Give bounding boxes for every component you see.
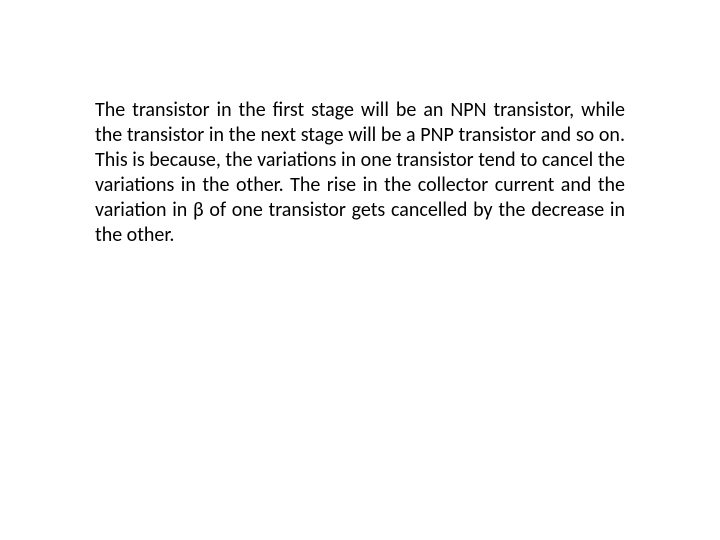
slide-page: The transistor in the first stage will b… <box>0 0 720 540</box>
body-paragraph: The transistor in the first stage will b… <box>95 98 625 248</box>
